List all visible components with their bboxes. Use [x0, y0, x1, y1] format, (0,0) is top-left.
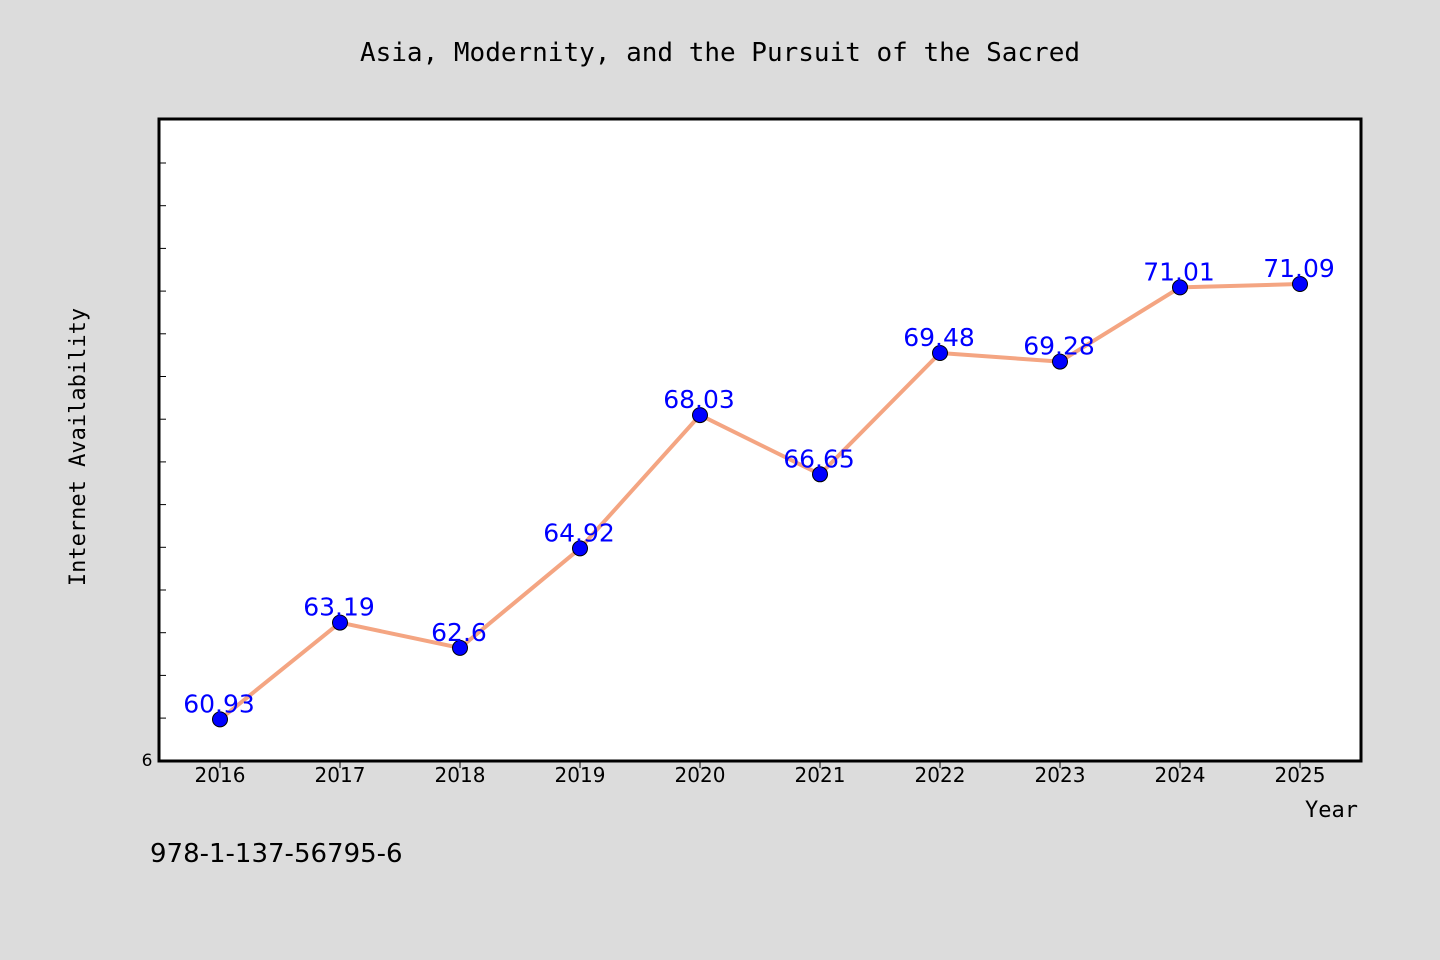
x-axis-tick-label: 2022: [915, 763, 966, 787]
data-label: 69.48: [903, 323, 975, 352]
x-axis-tick-label: 2021: [795, 763, 846, 787]
data-point: [932, 345, 948, 361]
data-label: 60.93: [183, 689, 255, 718]
data-label: 66.65: [783, 444, 855, 473]
data-label: 71.01: [1143, 257, 1215, 286]
x-axis-tick-label: 2020: [675, 763, 726, 787]
data-label: 63.19: [303, 593, 375, 622]
isbn-label: 978-1-137-56795-6: [150, 839, 403, 869]
x-axis-tick-label: 2016: [195, 763, 246, 787]
data-label: 62.6: [431, 618, 487, 647]
y-axis-ticks: [159, 162, 166, 719]
data-point: [572, 540, 588, 557]
y-axis-label: Internet Availability: [66, 308, 91, 586]
data-point: [1292, 276, 1308, 292]
data-label: 69.28: [1023, 332, 1095, 361]
plot-area: [157, 117, 1363, 763]
x-axis-tick-label: 2018: [435, 763, 486, 787]
x-axis-tick-label: 2024: [1155, 763, 1206, 787]
x-axis-tick-labels: 2016 2017 2018 2019 2020 2021 2022 2023 2024 2025: [195, 763, 1326, 787]
data-label: 64.92: [543, 518, 615, 547]
x-axis-tick-label: 2025: [1275, 763, 1326, 787]
data-point: [1172, 279, 1188, 296]
x-axis-tick-label: 2019: [555, 763, 606, 787]
data-point: [812, 466, 828, 483]
data-label: 68.03: [663, 385, 735, 414]
y-axis-tick-label: 6: [142, 751, 153, 771]
data-point: [692, 407, 708, 424]
data-label: 71.09: [1263, 254, 1335, 283]
x-axis-label: Year: [1305, 798, 1358, 823]
data-point: [212, 711, 228, 728]
data-point: [452, 639, 468, 656]
data-point: [332, 614, 348, 631]
series-line: [218, 282, 1301, 721]
x-axis-tick-label: 2023: [1035, 763, 1086, 787]
chart-title: Asia, Modernity, and the Pursuit of the …: [360, 38, 1080, 68]
x-axis-ticks: [219, 761, 1301, 768]
x-axis-tick-label: 2017: [315, 763, 366, 787]
data-series: 60.93 63.19 62.6 64.92 68.03 66.65 69.48 69.28 7…: [183, 254, 1335, 728]
data-point: [1052, 353, 1068, 370]
